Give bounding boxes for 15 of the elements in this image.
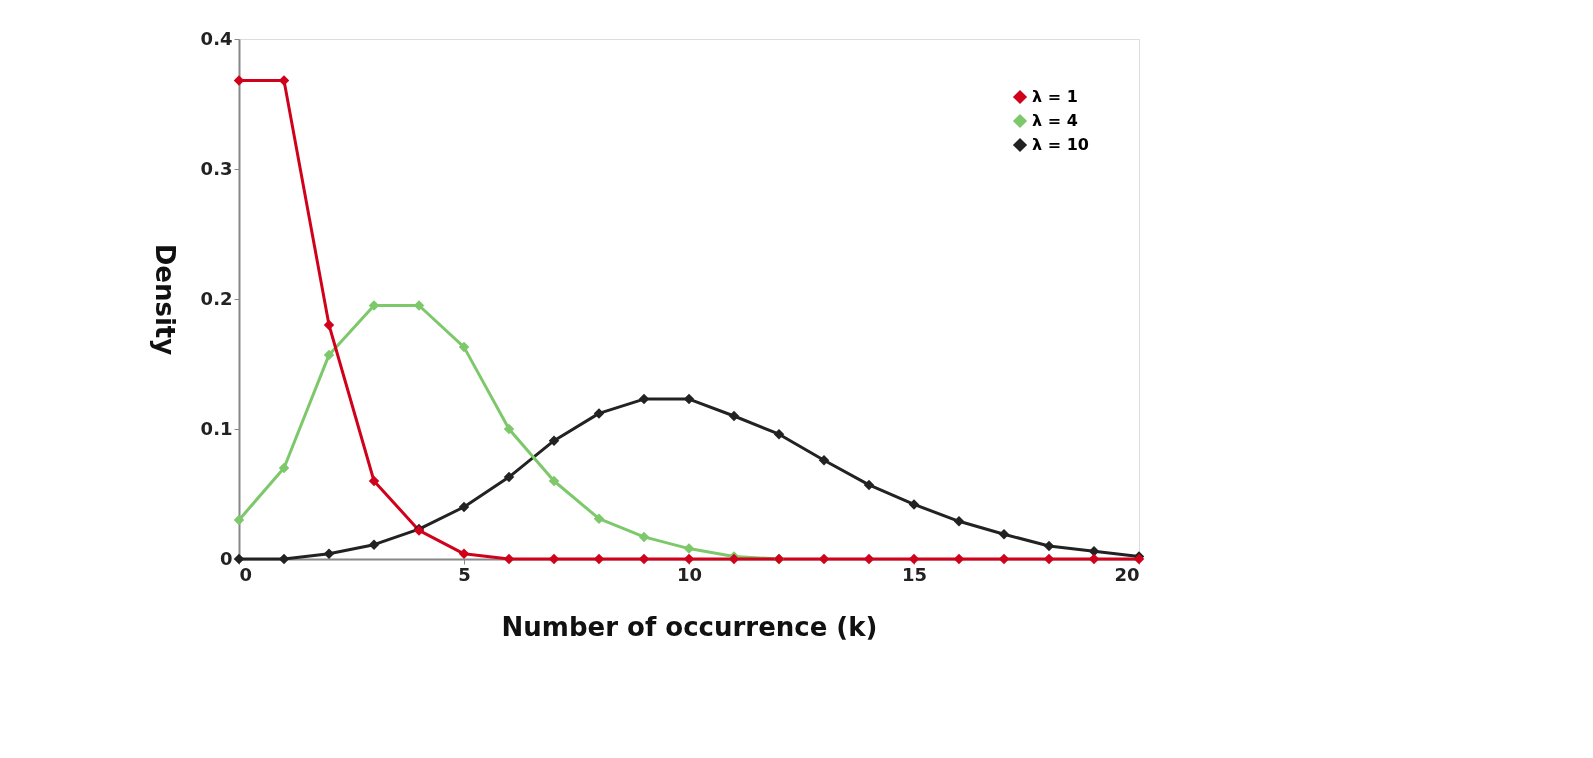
x-tick-label: 10	[676, 563, 703, 585]
y-tick-label: 0.4	[200, 27, 233, 49]
y-tick-label: 0.1	[200, 417, 233, 439]
y-tick-label: 0	[219, 547, 233, 569]
legend-label: λ = 10	[1032, 135, 1089, 154]
legend-label: λ = 1	[1032, 87, 1078, 106]
x-tick-label: 5	[458, 563, 471, 585]
x-tick-label: 20	[1114, 563, 1140, 585]
y-tick-label: 0.3	[200, 157, 233, 179]
x-tick-label: 15	[901, 563, 928, 585]
x-axis-title: Number of occurrence (k)	[501, 611, 878, 642]
x-tick-label: 0	[239, 563, 253, 585]
y-axis-title: Density	[149, 243, 180, 356]
y-tick-label: 0.2	[200, 287, 233, 309]
legend-label: λ = 4	[1032, 111, 1078, 130]
